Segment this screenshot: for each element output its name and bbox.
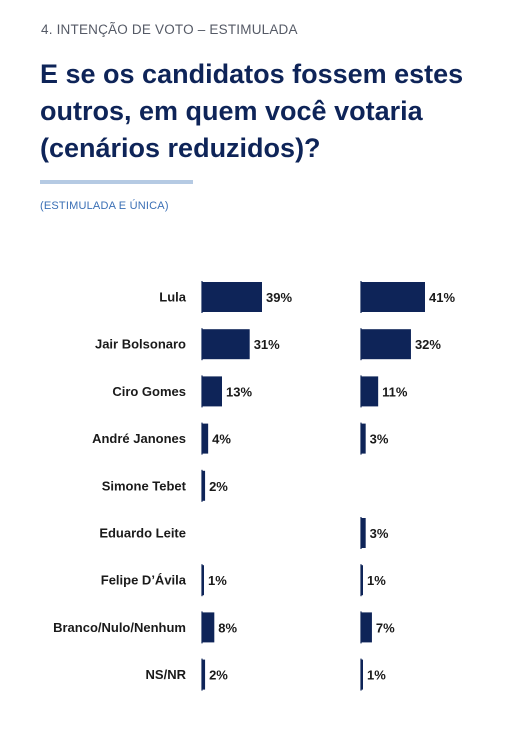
bar-series-2 [361,612,372,643]
bar-series-2 [361,376,379,407]
title-underline [40,180,193,184]
data-label: 1% [208,573,227,588]
category-label: Jair Bolsonaro [95,337,186,352]
bar-series-1 [202,565,204,596]
category-label: Felipe D’Ávila [101,573,187,588]
bar-series-2 [361,518,366,548]
bar-series-1 [202,329,250,360]
bar-series-2 [361,282,425,312]
page-title: E se os candidatos fossem estes outros, … [40,59,464,163]
bar-series-2 [361,423,366,454]
category-label: André Janones [92,431,186,446]
data-label: 11% [382,384,408,399]
category-label: Simone Tebet [102,478,187,493]
category-label: NS/NR [146,667,187,682]
bar-series-1 [202,659,206,690]
data-label: 39% [266,290,292,305]
bar-series-1 [202,376,222,407]
data-label: 41% [429,290,455,305]
question-type-subtitle: (ESTIMULADA E ÚNICA) [40,200,169,212]
data-label: 13% [226,384,252,399]
category-label: Ciro Gomes [112,384,186,399]
category-label: Branco/Nulo/Nenhum [53,620,186,635]
category-label: Eduardo Leite [99,526,186,541]
data-label: 1% [367,573,386,588]
bar-series-2 [361,659,363,690]
data-label: 31% [254,337,280,352]
data-label: 4% [212,432,231,447]
data-label: 2% [209,668,228,683]
bar-series-1 [202,612,215,643]
section-label: 4. INTENÇÃO DE VOTO – ESTIMULADA [41,22,298,37]
data-label: 2% [209,479,228,494]
bar-series-2 [361,329,411,360]
bar-series-1 [202,470,206,501]
bar-series-2 [361,565,363,596]
data-label: 7% [376,620,395,635]
bar-series-1 [202,423,209,454]
data-label: 3% [370,526,389,541]
data-label: 3% [370,432,389,447]
category-label: Lula [159,290,186,305]
data-label: 8% [218,620,237,635]
data-label: 1% [367,668,386,683]
bar-series-1 [202,282,262,312]
data-label: 32% [415,337,441,352]
